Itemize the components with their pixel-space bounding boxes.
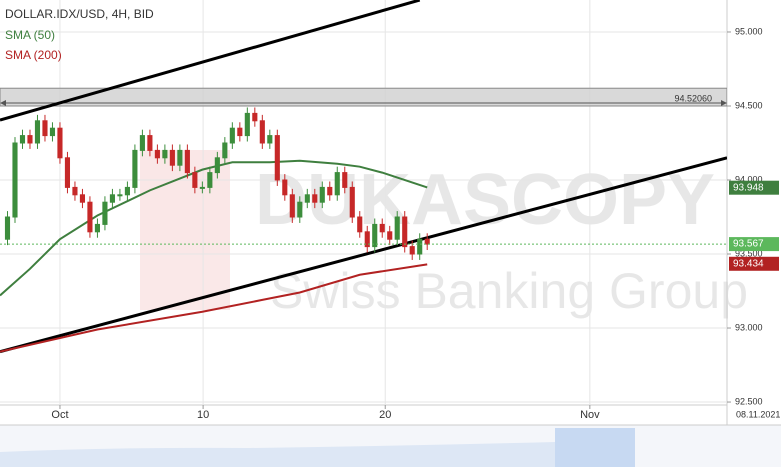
chart-title: DOLLAR.IDX/USD, 4H, BID: [5, 7, 154, 21]
trendline: [0, 0, 421, 122]
candle-body: [259, 120, 265, 144]
candle-body: [327, 186, 333, 196]
candle-body: [394, 216, 400, 240]
candle-body: [297, 201, 303, 218]
candle-body: [409, 246, 415, 255]
candle-body: [274, 135, 280, 181]
legend-entry: SMA (50): [5, 28, 55, 42]
candle-body: [117, 194, 123, 197]
price-tag-label: 93.567: [733, 239, 764, 250]
x-tick-label: Nov: [580, 409, 600, 421]
trendline: [0, 156, 727, 354]
candle-body: [109, 194, 115, 203]
date-label: 08.11.2021: [736, 409, 780, 419]
price-tag-label: 93.434: [733, 258, 764, 269]
candle-body: [424, 238, 430, 245]
candle-body: [177, 149, 183, 166]
candle-body: [199, 186, 205, 189]
candle-body: [27, 135, 33, 144]
candle-body: [289, 194, 295, 218]
candle-body: [132, 149, 138, 188]
candle-body: [214, 157, 220, 174]
x-tick-label: 20: [379, 409, 391, 421]
price-tag: [729, 256, 779, 271]
candle-body: [402, 216, 408, 248]
candle-body: [19, 135, 26, 144]
watermark: DUKASCOPY Swiss Banking Group: [140, 150, 748, 319]
candle-body: [154, 149, 160, 159]
navigator: [0, 424, 781, 467]
candle-body: [102, 201, 108, 225]
candle-body: [312, 194, 318, 203]
candle-body: [364, 231, 370, 248]
candle-body: [169, 149, 175, 166]
candle-body: [139, 135, 145, 151]
price-tag: [729, 180, 779, 195]
watermark-text: DUKASCOPY: [255, 160, 715, 240]
candle-body: [124, 186, 130, 196]
candle-body: [147, 135, 153, 151]
candle-body: [237, 127, 243, 137]
candle-body: [342, 172, 348, 188]
candle-body: [244, 112, 250, 137]
candle-body: [304, 194, 310, 203]
y-tick-label: 93.000: [735, 322, 763, 332]
y-tick-label: 93.500: [735, 248, 763, 258]
x-tick-label: Oct: [51, 409, 68, 421]
candle-body: [229, 127, 235, 144]
candle-body: [12, 142, 18, 218]
plot: 94.52060: [0, 0, 727, 405]
watermark-subtext: Swiss Banking Group: [270, 263, 748, 319]
y-tick-label: 94.000: [735, 174, 763, 184]
y-tick-label: 92.500: [735, 396, 763, 406]
candle-body: [87, 201, 93, 233]
watermark-logo: [140, 150, 230, 310]
x-tick-label: 10: [197, 409, 209, 421]
y-tick-label: 94.500: [735, 100, 763, 110]
candle-body: [334, 172, 340, 196]
candle-body: [207, 172, 213, 188]
candle-body: [79, 194, 86, 203]
candle-body: [349, 186, 355, 218]
candle-body: [34, 120, 41, 144]
candle-body: [252, 112, 258, 122]
candle-body: [192, 172, 198, 188]
candle-body: [357, 216, 363, 233]
candle-body: [49, 127, 56, 137]
candle-body: [42, 120, 48, 137]
navigator-window: [555, 428, 635, 467]
candle-body: [387, 231, 393, 240]
level-label: 94.52060: [674, 93, 712, 103]
plot-area: 94.52060: [0, 0, 727, 405]
resistance-zone: [0, 87, 727, 107]
price-tag-label: 93.948: [733, 182, 764, 193]
candle-body: [4, 216, 11, 240]
candle-body: [222, 142, 228, 159]
candle-body: [379, 223, 385, 233]
candle-body: [372, 223, 378, 248]
candle-body: [184, 149, 190, 174]
candle-body: [319, 186, 325, 203]
candle-body: [282, 179, 288, 196]
candle-body: [267, 135, 273, 144]
candle-body: [417, 238, 423, 255]
candle-body: [94, 223, 100, 233]
sma-line: [0, 159, 428, 297]
price-tag: [729, 237, 779, 252]
candle-body: [72, 186, 78, 196]
navigator-area: [0, 442, 555, 467]
y-tick-label: 95.000: [735, 26, 763, 36]
candle-body: [64, 157, 71, 188]
candle-body: [57, 127, 63, 159]
sma-line: [0, 263, 428, 353]
legend-entry: SMA (200): [5, 48, 62, 62]
candle-body: [162, 149, 168, 159]
